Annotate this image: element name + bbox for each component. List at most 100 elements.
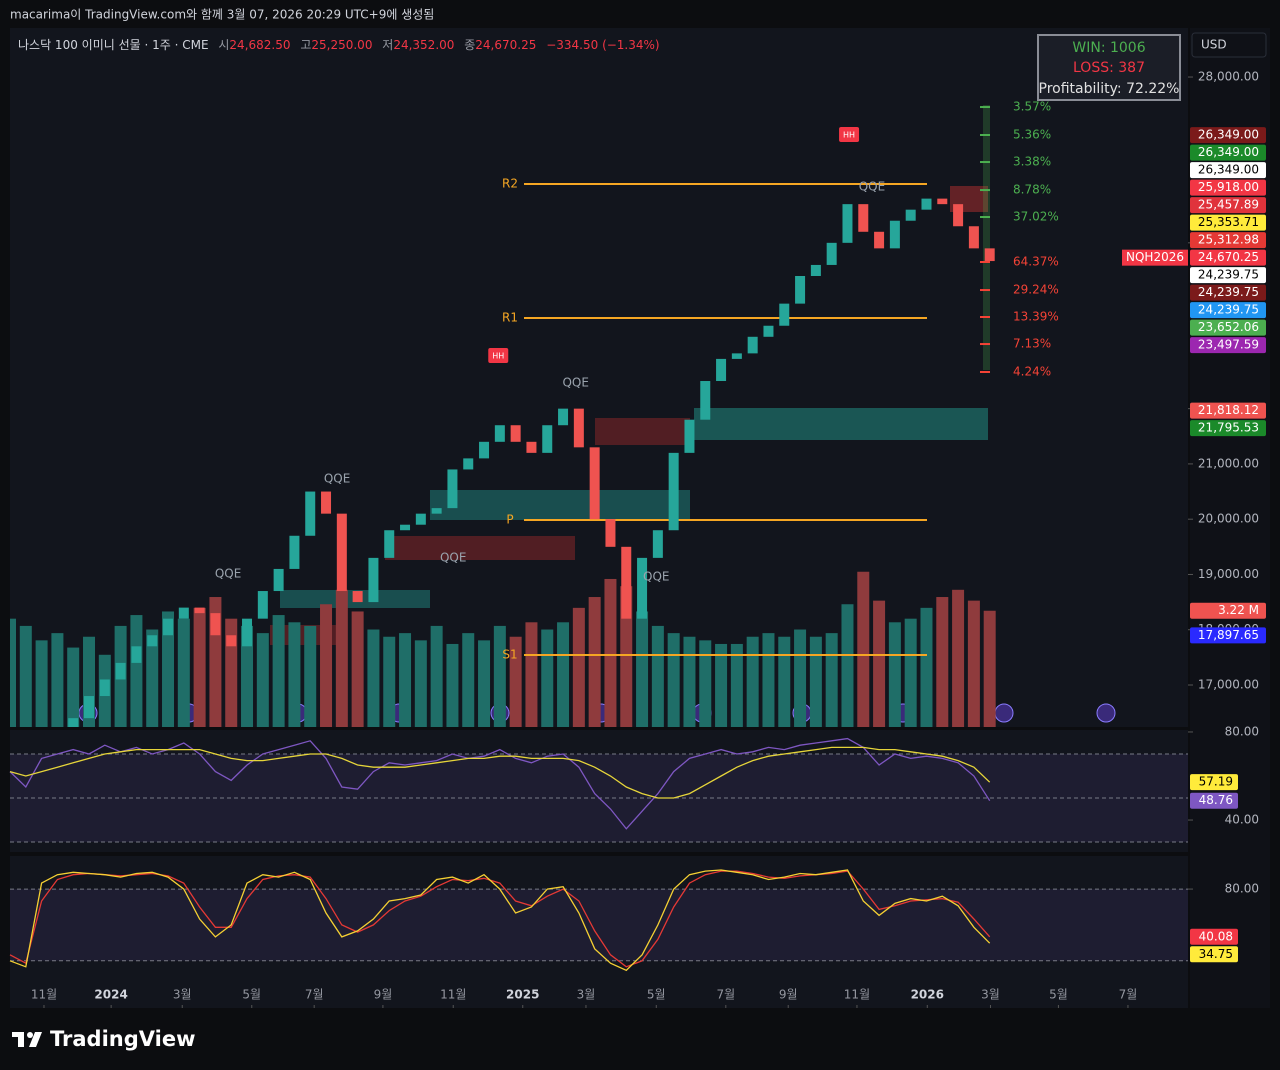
price-label: 25,457.89: [1198, 198, 1259, 212]
x-tick-label: 11월: [440, 988, 466, 1002]
logo-part: [27, 1032, 33, 1038]
x-tick-label: 7월: [1119, 988, 1138, 1002]
last-value: 40.08: [1199, 929, 1233, 943]
x-tick-label: 3월: [981, 988, 1000, 1002]
volume-bar: [762, 633, 775, 727]
rsi-pane: [10, 730, 1188, 852]
candle: [779, 303, 790, 326]
candle: [810, 264, 821, 276]
volume-bar: [809, 636, 822, 727]
price-label-bg: [1190, 302, 1266, 319]
volume-bar: [730, 643, 743, 727]
last-value: 57.19: [1199, 775, 1233, 789]
x-tick-label: 3월: [577, 988, 596, 1002]
price-label: 21,818.12: [1198, 403, 1259, 417]
x-tick-label: 9월: [779, 988, 798, 1002]
price-label: 26,349.00: [1198, 128, 1259, 142]
volume-bar: [414, 640, 427, 727]
volume-bar: [493, 625, 506, 727]
candle: [763, 325, 774, 337]
volume-bar: [335, 589, 348, 727]
candle: [716, 358, 727, 382]
pivot-label: R2: [502, 177, 518, 191]
candle: [257, 591, 268, 619]
candle: [273, 568, 284, 592]
symbol: 나스닥 100 이미니 선물 · 1주 · CME: [18, 38, 209, 52]
volume-bar: [920, 607, 933, 727]
stats-profitability: Profitability: 72.22%: [1039, 81, 1180, 97]
price-label-bg: [1190, 420, 1266, 437]
price-label-bg: [1190, 144, 1266, 161]
volume-bar: [715, 643, 728, 727]
hh-marker: [488, 348, 509, 364]
price-label: 17,897.65: [1198, 628, 1259, 642]
volume-bar: [241, 625, 254, 727]
candle: [210, 613, 221, 636]
candle: [494, 425, 505, 442]
x-tick-label: 2026: [911, 988, 944, 1002]
y-tick-label: 80.00: [1225, 724, 1259, 738]
target-label: 4.24%: [1013, 365, 1051, 379]
volume-bar: [525, 622, 538, 727]
volume-bar: [541, 629, 554, 727]
open: 24,682.50: [229, 38, 291, 52]
price-label-bg: [1190, 267, 1266, 284]
volume-bar: [19, 625, 32, 727]
currency[interactable]: USD: [1201, 38, 1227, 52]
candle: [99, 679, 110, 697]
last-value-bg: [1190, 928, 1238, 945]
price-label: 26,349.00: [1198, 145, 1259, 159]
volume-bar: [667, 633, 680, 727]
volume-bar: [967, 600, 980, 727]
x-tick-label: 2025: [506, 988, 539, 1002]
change-pct: (−1.34%): [602, 38, 660, 52]
price-label-bg: [1190, 197, 1266, 214]
volume-bar: [746, 636, 759, 727]
candle: [684, 419, 695, 453]
annotation: HH: [843, 131, 855, 140]
candle: [447, 469, 458, 509]
candle: [874, 231, 885, 249]
candle: [668, 452, 679, 531]
pivot-label: R1: [502, 311, 518, 325]
candle: [400, 524, 411, 531]
candle: [542, 425, 553, 453]
target-label: 3.38%: [1013, 155, 1051, 169]
currency-button[interactable]: [1191, 32, 1267, 58]
target-label: 13.39%: [1013, 310, 1059, 324]
candle: [621, 546, 632, 619]
target-label: 37.02%: [1013, 210, 1059, 224]
volume-bar: [983, 610, 996, 727]
last-value-bg: [1190, 792, 1238, 809]
candle: [226, 635, 237, 647]
annotation: QQE: [643, 569, 669, 583]
price-label: 23,652.06: [1198, 320, 1259, 334]
volume-bar: [383, 636, 396, 727]
candle: [526, 441, 537, 453]
volume-bar: [177, 618, 190, 727]
x-tick-label: 3월: [173, 988, 192, 1002]
price-label: 24,239.75: [1198, 268, 1259, 282]
x-tick-label: 9월: [374, 988, 393, 1002]
candle: [747, 336, 758, 354]
x-tick-label: 11월: [31, 988, 57, 1002]
annotation: QQE: [215, 567, 241, 581]
target-bar: [983, 105, 990, 370]
price-label: 24,239.75: [1198, 285, 1259, 299]
candle: [321, 491, 332, 514]
x-tick-label: 11월: [844, 988, 870, 1002]
candle: [589, 447, 600, 520]
zone: [694, 408, 988, 440]
volume-bar: [620, 586, 633, 727]
y-tick-label: 19,000.00: [1198, 567, 1259, 581]
x-tick-label: 5월: [1049, 988, 1068, 1002]
candle: [968, 226, 979, 249]
price-label-bg: [1190, 232, 1266, 249]
low-prefix: 저: [382, 38, 394, 52]
price-label-bg: [1190, 127, 1266, 144]
price-label: 25,918.00: [1198, 180, 1259, 194]
candle: [795, 275, 806, 304]
candle: [842, 204, 853, 243]
x-tick-label: 2024: [94, 988, 127, 1002]
